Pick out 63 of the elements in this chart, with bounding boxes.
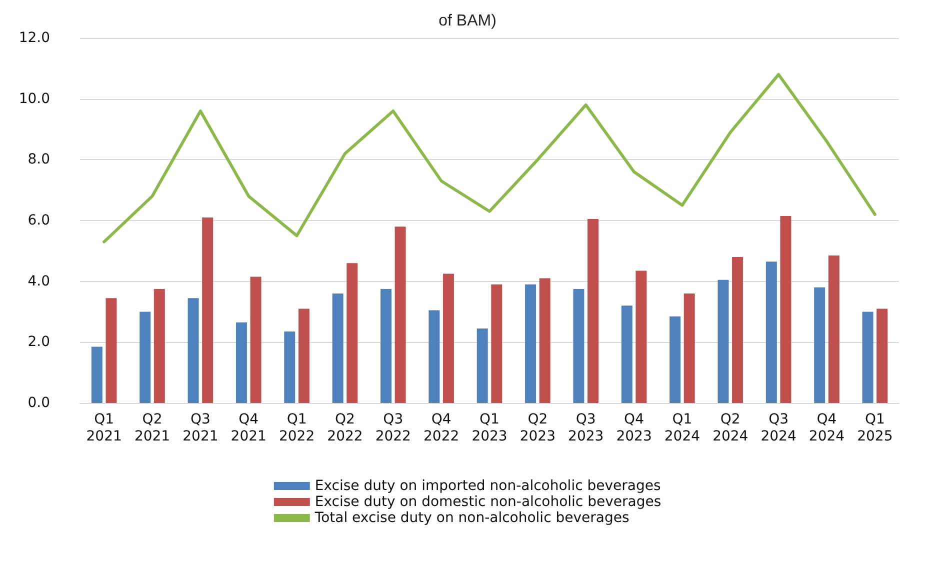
bar	[814, 287, 826, 403]
x-tick-label: Q1 2022	[278, 412, 315, 444]
x-tick-label: Q4 2021	[230, 412, 266, 444]
legend-label: Excise duty on domestic non-alcoholic beverages	[314, 494, 662, 510]
bar	[876, 308, 888, 403]
bar	[202, 217, 214, 403]
bar	[766, 262, 777, 403]
bar	[828, 255, 840, 403]
x-tick-label: Q1 2021	[86, 412, 122, 444]
x-tick-label: Q1 2024	[664, 412, 700, 444]
x-tick-label: Q4 2024	[808, 412, 845, 444]
bar	[573, 288, 584, 403]
x-tick-label: Q3 2024	[760, 412, 796, 444]
bar	[332, 294, 344, 403]
chart-title: of BAM)	[438, 12, 496, 30]
y-tick-label: 4.0	[28, 273, 50, 290]
bar	[780, 216, 792, 403]
y-tick-label: 6.0	[28, 212, 50, 228]
bar	[91, 346, 102, 403]
x-tick-label: Q2 2021	[134, 412, 170, 444]
bar	[154, 288, 165, 403]
legend-label: Total excise duty on non-alcoholic beverages	[314, 510, 630, 526]
bar	[539, 278, 550, 403]
bar	[250, 276, 262, 403]
bar	[621, 306, 632, 403]
y-tick-label: 12.0	[18, 30, 50, 46]
x-tick-label: Q2 2022	[327, 412, 363, 444]
bar	[588, 218, 599, 403]
bar	[636, 270, 647, 403]
bar	[718, 280, 729, 403]
y-tick-label: 10.0	[18, 90, 50, 107]
y-tick-label: 2.0	[28, 334, 50, 350]
bar	[106, 298, 117, 403]
bar	[298, 308, 310, 403]
legend-label: Excise duty on imported non-alcoholic beverages	[314, 478, 661, 494]
bar	[732, 257, 744, 403]
x-tick-label: Q2 2024	[712, 412, 748, 444]
bar	[491, 284, 502, 403]
bar	[476, 328, 488, 403]
x-tick-label: Q4 2022	[424, 412, 460, 444]
bar	[346, 263, 358, 403]
bar	[140, 312, 151, 403]
bar	[684, 294, 695, 403]
bar	[442, 274, 454, 403]
x-tick-label: Q3 2021	[182, 412, 218, 444]
x-tick-label: Q3 2023	[568, 412, 604, 444]
y-tick-label: 8.0	[28, 152, 50, 168]
x-tick-label: Q1 2023	[472, 412, 508, 444]
bar	[284, 332, 296, 403]
bar	[525, 284, 536, 403]
bar	[862, 312, 874, 403]
x-tick-label: Q3 2022	[375, 412, 411, 444]
bar	[188, 298, 199, 403]
bar	[394, 226, 406, 403]
y-tick-label: 0.0	[28, 395, 50, 411]
bar	[380, 288, 392, 403]
bar	[670, 316, 681, 403]
x-tick-label: Q2 2023	[520, 412, 556, 444]
bar	[428, 310, 440, 403]
x-tick-label: Q1 2025	[857, 412, 893, 444]
x-tick-label: Q4 2023	[616, 412, 652, 444]
bar	[236, 322, 247, 403]
line-series	[102, 73, 876, 244]
